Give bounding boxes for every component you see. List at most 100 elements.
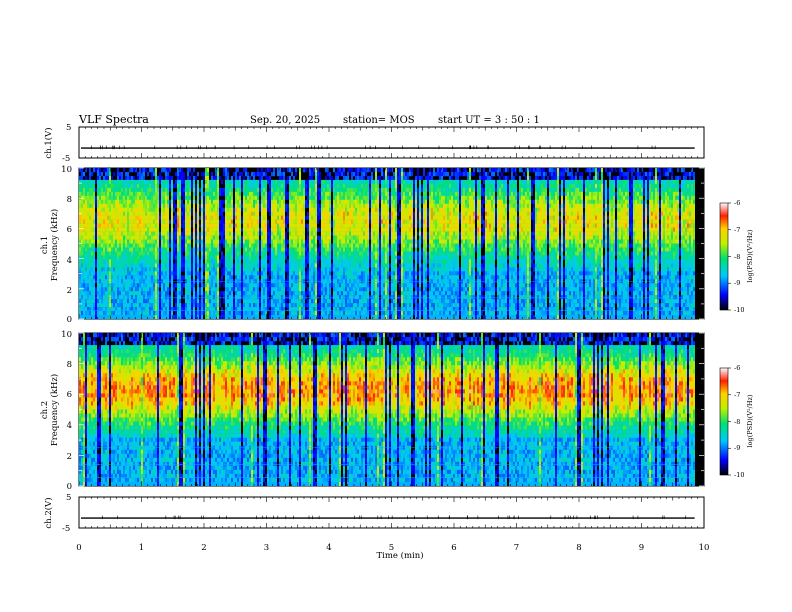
spectrogram-cell (313, 247, 315, 252)
spectrogram-cell (339, 307, 341, 312)
spectrogram-cell (149, 211, 151, 216)
spectrogram-cell (349, 263, 351, 268)
spectrogram-cell (321, 299, 323, 304)
spectrogram-cell (155, 171, 157, 177)
spectrogram-cell (267, 207, 269, 213)
spectrogram-cell (301, 271, 303, 276)
spectrogram-cell (333, 227, 335, 232)
spectrogram-cell (171, 183, 173, 189)
spectrogram-cell (345, 275, 347, 280)
spectrogram-cell (355, 311, 357, 316)
spectrogram-cell (187, 227, 189, 232)
spectrogram-cell (283, 235, 285, 240)
spectrogram-cell (255, 251, 257, 256)
spectrogram-cell (361, 199, 363, 205)
spectrogram-cell (217, 311, 219, 316)
spectrogram-cell (121, 215, 123, 220)
spectrogram-cell (145, 259, 147, 264)
spectrogram-cell (149, 299, 151, 304)
spectrogram-cell (111, 247, 113, 252)
spectrogram-cell (89, 219, 91, 224)
spectrogram-cell (205, 287, 207, 292)
spectrogram-cell (131, 239, 133, 244)
spectrogram-cell (169, 203, 171, 209)
spectrogram-cell (361, 215, 363, 220)
spectrogram-cell (173, 247, 175, 252)
spectrogram-cell (325, 231, 327, 236)
spectrogram-cell (277, 235, 279, 240)
spectrogram-cell (249, 227, 251, 232)
spectrogram-cell (93, 203, 95, 209)
spectrogram-cell (191, 247, 193, 252)
spectrogram-cell (329, 275, 331, 280)
spectrogram-cell (123, 191, 125, 197)
spectrogram-cell (147, 179, 149, 185)
spectrogram-cell (255, 311, 257, 316)
spectrogram-cell (201, 235, 203, 240)
spectrogram-cell (185, 223, 187, 228)
spectrogram-cell (183, 187, 185, 193)
spectrogram-cell (265, 219, 267, 224)
spectrogram-cell (93, 191, 95, 197)
spectrogram-cell (197, 247, 199, 252)
spectrogram-cell (259, 179, 261, 185)
spectrogram-cell (333, 303, 335, 308)
spectrogram-cell (345, 215, 347, 220)
spectrogram-cell (225, 299, 227, 304)
spectrogram-cell (205, 251, 207, 256)
spectrogram-cell (313, 299, 315, 304)
spectrogram-cell (323, 311, 325, 316)
spectrogram-cell (173, 227, 175, 232)
spectrogram-cell (205, 283, 207, 288)
spectrogram-cell (247, 179, 249, 185)
spectrogram-cell (103, 251, 105, 256)
spectrogram-cell (207, 299, 209, 304)
spectrogram-cell (225, 259, 227, 264)
spectrogram-cell (297, 227, 299, 232)
spectrogram-cell (117, 191, 119, 197)
spectrogram-cell (345, 191, 347, 197)
spectrogram-cell (349, 247, 351, 252)
spectrogram-cell (201, 203, 203, 209)
spectrogram-cell (137, 243, 139, 248)
spectrogram-cell (323, 263, 325, 268)
spectrogram-cell (207, 295, 209, 300)
spectrogram-cell (205, 239, 207, 244)
spectrogram-cell (143, 175, 145, 181)
spectrogram-cell (177, 175, 179, 181)
spectrogram-cell (129, 179, 131, 185)
spectrogram-cell (165, 247, 167, 252)
spectrogram-cell (351, 199, 353, 205)
spectrogram-cell (261, 303, 263, 308)
spectrogram-cell (125, 231, 127, 236)
spectrogram-cell (243, 303, 245, 308)
spectrogram-cell (225, 235, 227, 240)
spectrogram-cell (133, 183, 135, 189)
spectrogram-cell (299, 211, 301, 216)
spectrogram-cell (105, 203, 107, 209)
spectrogram-cell (193, 199, 195, 205)
spectrogram-cell (305, 275, 307, 280)
spectrogram-cell (277, 311, 279, 316)
spectrogram-cell (109, 227, 111, 232)
spectrogram-cell (207, 199, 209, 205)
spectrogram-cell (155, 203, 157, 209)
spectrogram-cell (155, 267, 157, 272)
spectrogram-cell (227, 171, 229, 177)
spectrogram-cell (275, 179, 277, 185)
spectrogram-cell (331, 247, 333, 252)
spectrogram-cell (311, 171, 313, 177)
spectrogram-cell (321, 275, 323, 280)
spectrogram-cell (197, 223, 199, 228)
spectrogram-cell (311, 235, 313, 240)
spectrogram-cell (175, 271, 177, 276)
spectrogram-cell (171, 275, 173, 280)
spectrogram-cell (167, 259, 169, 264)
spectrogram-cell (183, 203, 185, 209)
spectrogram-cell (343, 211, 345, 216)
spectrogram-cell (121, 311, 123, 316)
spectrogram-cell (193, 179, 195, 185)
spectrogram-cell (141, 171, 143, 177)
spectrogram-cell (361, 219, 363, 224)
spectrogram-cell (111, 255, 113, 260)
